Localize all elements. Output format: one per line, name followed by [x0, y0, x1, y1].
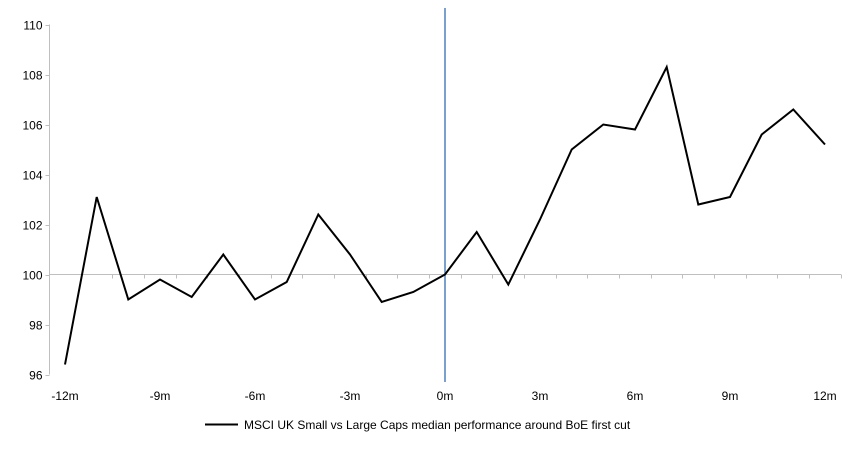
x-axis-tick-label: 9m [722, 389, 739, 403]
legend: MSCI UK Small vs Large Caps median perfo… [205, 418, 631, 432]
y-axis-tick-label: 106 [22, 119, 42, 133]
x-axis-tick-label: -9m [150, 389, 171, 403]
y-axis-tick-label: 100 [22, 269, 42, 283]
y-axis-tick-label: 104 [22, 169, 42, 183]
axes [45, 24, 842, 376]
x-axis-tick-label: 12m [813, 389, 836, 403]
x-axis-tick-label: -3m [340, 389, 361, 403]
x-axis-tick-label: 0m [437, 389, 454, 403]
y-axis-tick-label: 102 [22, 219, 42, 233]
x-axis-tick-label: 3m [532, 389, 549, 403]
legend-label: MSCI UK Small vs Large Caps median perfo… [244, 418, 631, 432]
x-axis-tick-label: -12m [51, 389, 78, 403]
x-axis-tick-label: 6m [627, 389, 644, 403]
axis-labels-layer: 110 108 106 104 102 100 98 96 -12m -9m -6m -3m 0m 3m 6… [22, 19, 836, 404]
y-axis-tick-label: 96 [29, 369, 43, 383]
y-axis-tick-label: 98 [29, 319, 43, 333]
y-axis-tick-label: 108 [22, 69, 42, 83]
x-axis-tick-label: -6m [245, 389, 266, 403]
series-line [64, 64, 826, 365]
y-axis-tick-label: 110 [23, 19, 42, 33]
series-layer [64, 64, 826, 365]
